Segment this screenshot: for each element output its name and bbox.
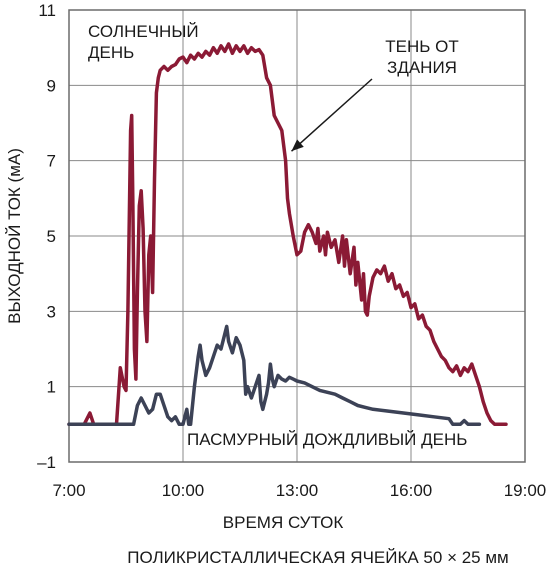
y-tick-label: 5 bbox=[47, 227, 56, 246]
y-tick-label: 7 bbox=[47, 152, 56, 171]
x-tick-label: 16:00 bbox=[390, 481, 433, 500]
y-tick-label: 3 bbox=[47, 302, 56, 321]
series-line-cloudy bbox=[67, 324, 482, 427]
tick-labels: 7:00 10:00 13:00 16:00 19:00 –1 1 3 5 7 9 11 bbox=[37, 1, 546, 500]
annotation-cloudy-day: ПАСМУРНЫЙ ДОЖДЛИВЫЙ ДЕНЬ bbox=[187, 430, 467, 449]
annotation-sunny-day: СОЛНЕЧНЫЙ ДЕНЬ bbox=[88, 22, 199, 62]
x-tick-label: 13:00 bbox=[276, 481, 319, 500]
plot-frame bbox=[68, 9, 526, 463]
y-tick-label: 9 bbox=[47, 76, 56, 95]
series-line-sunny bbox=[67, 42, 508, 427]
y-axis-label: ВЫХОДНОЙ ТОК (мА) bbox=[5, 148, 24, 324]
annotation-building-shadow: ТЕНЬ ОТ ЗДАНИЯ bbox=[385, 37, 459, 77]
x-tick-label: 10:00 bbox=[162, 481, 205, 500]
series-layer bbox=[67, 42, 508, 427]
x-tick-label: 19:00 bbox=[504, 481, 546, 500]
annotation-arrow-shaft bbox=[290, 78, 373, 152]
x-axis-label: ВРЕМЯ СУТОК bbox=[223, 513, 344, 532]
y-tick-label: –1 bbox=[37, 453, 56, 472]
chart-caption: ПОЛИКРИСТАЛЛИЧЕСКАЯ ЯЧЕЙКА 50 × 25 мм bbox=[127, 548, 508, 567]
y-tick-label: 11 bbox=[38, 1, 56, 20]
x-tick-label: 7:00 bbox=[52, 481, 85, 500]
annotation-arrow-head bbox=[291, 139, 304, 152]
annotations: СОЛНЕЧНЫЙ ДЕНЬ ТЕНЬ ОТ ЗДАНИЯ ПАСМУРНЫЙ ДОЖД… bbox=[88, 22, 467, 449]
y-tick-label: 1 bbox=[47, 378, 56, 397]
